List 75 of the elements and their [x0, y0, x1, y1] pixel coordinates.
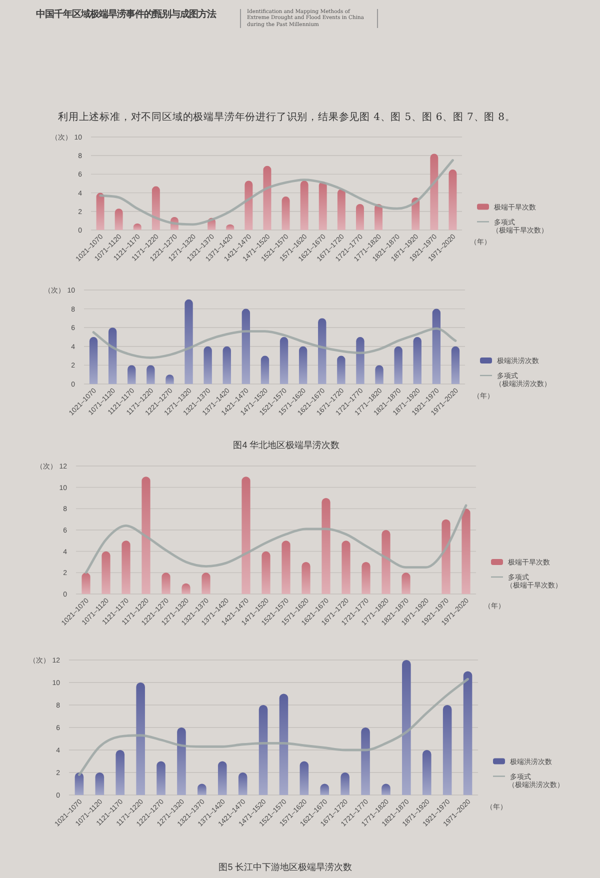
bar — [300, 761, 309, 795]
bar — [413, 337, 422, 384]
bar — [202, 572, 210, 594]
bar — [258, 705, 268, 795]
bar — [128, 365, 136, 384]
bar — [96, 192, 104, 230]
bar — [394, 346, 402, 384]
bar — [442, 519, 450, 594]
bar — [451, 346, 460, 384]
bar — [136, 682, 145, 795]
bar — [298, 346, 308, 384]
bar — [279, 694, 288, 795]
bar — [442, 705, 452, 795]
bar — [152, 186, 160, 230]
bar — [82, 572, 90, 594]
bar — [356, 204, 364, 230]
bar — [374, 204, 383, 230]
bar — [102, 551, 110, 594]
bar — [242, 308, 250, 384]
bar — [430, 154, 438, 230]
bar — [448, 170, 457, 230]
line-series — [92, 327, 457, 359]
line-series — [84, 504, 468, 574]
bar — [318, 318, 326, 384]
bar — [422, 750, 432, 795]
bar — [262, 551, 270, 594]
bar — [361, 728, 370, 795]
bar — [402, 660, 411, 795]
caption: 图4 华北地区极端旱涝次数 — [233, 440, 340, 450]
bar — [282, 540, 290, 594]
bar — [375, 365, 384, 384]
bar — [218, 761, 227, 795]
bar — [402, 572, 410, 594]
bar — [322, 498, 330, 594]
bar — [177, 728, 186, 795]
text: 利用上述标准，对不同区域的极端旱涝年份进行了识别，结果参见图 4、图 5、图 6、图 7、图 8。 — [58, 110, 516, 124]
bar — [432, 308, 441, 384]
caption: 图5 长江中下游地区极端旱涝次数 — [218, 862, 352, 872]
bar — [280, 337, 288, 384]
bar — [382, 530, 390, 594]
bar — [242, 476, 250, 594]
bar — [74, 772, 84, 795]
bar — [337, 189, 346, 230]
text: 中国千年区域极端旱涝事件的甄别与成图方法 — [36, 8, 216, 21]
line-series — [78, 678, 469, 776]
bar — [95, 772, 104, 795]
bar — [300, 180, 308, 230]
bar — [462, 508, 470, 594]
bar — [342, 540, 350, 594]
bar — [337, 356, 346, 384]
line-series — [99, 159, 454, 226]
bar — [89, 337, 98, 384]
bar — [142, 476, 150, 594]
bar — [184, 299, 193, 384]
bar — [282, 196, 290, 230]
bar — [356, 337, 364, 384]
bar — [114, 208, 123, 230]
bar — [263, 166, 272, 230]
bar — [204, 346, 212, 384]
bar — [122, 540, 130, 594]
bar — [156, 761, 166, 795]
bar — [162, 572, 170, 594]
bar — [463, 671, 472, 795]
bar — [340, 772, 350, 795]
bar — [318, 182, 327, 230]
bar — [108, 328, 117, 384]
bar — [302, 562, 310, 594]
bar — [244, 180, 253, 230]
bar — [116, 750, 125, 795]
bar — [238, 772, 248, 795]
bar — [222, 346, 231, 384]
bar — [412, 197, 420, 230]
bar — [260, 356, 270, 384]
bar — [362, 562, 370, 594]
bar — [146, 365, 155, 384]
